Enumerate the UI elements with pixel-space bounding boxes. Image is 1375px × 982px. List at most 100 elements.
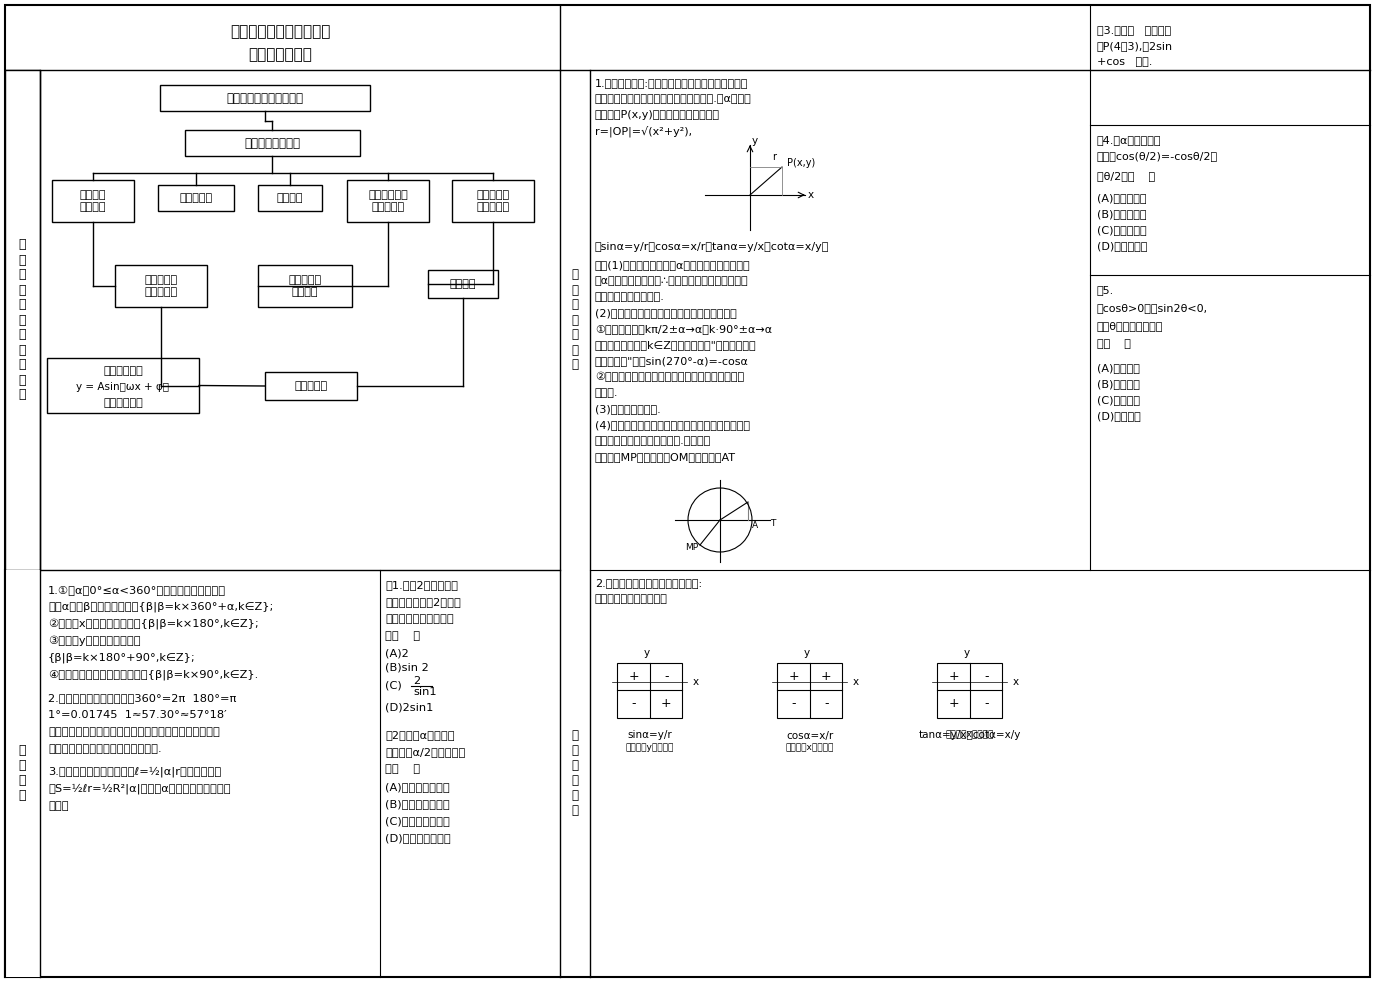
Text: +: +	[949, 697, 958, 710]
Text: 符号看象限"；如sin(270°-α)=-cosα: 符号看象限"；如sin(270°-α)=-cosα	[595, 356, 749, 366]
Text: (B)第二象限: (B)第二象限	[1097, 379, 1140, 389]
Text: 解斜三角形: 解斜三角形	[294, 381, 327, 391]
Text: 种三角函数值的一种图示方法.如单位圆: 种三角函数值的一种图示方法.如单位圆	[595, 436, 711, 446]
Text: +: +	[661, 697, 671, 710]
Bar	[258, 185, 322, 211]
Text: 数关系.: 数关系.	[595, 388, 619, 398]
Text: 角的概念推广（弧度制）: 角的概念推广（弧度制）	[227, 91, 304, 104]
Text: ①诱导公式：即kπ/2±α→α或k·90°±α→α: ①诱导公式：即kπ/2±α→α或k·90°±α→α	[595, 324, 773, 334]
Text: T: T	[770, 519, 776, 528]
Bar	[6, 570, 40, 977]
Text: ③终边在y轴上的角的集合：: ③终边在y轴上的角的集合：	[48, 635, 140, 646]
Text: （横坐标x的符号）: （横坐标x的符号）	[785, 743, 835, 752]
Text: x: x	[1012, 677, 1019, 687]
Bar	[52, 180, 133, 222]
Text: y = Asin（ωx + φ）: y = Asin（ωx + φ）	[77, 382, 169, 392]
Text: {β|β=k×180°+90°,k∈Z};: {β|β=k×180°+90°,k∈Z};	[48, 653, 195, 663]
Text: 任取一点P(x,y)（与原点不重合），记: 任取一点P(x,y)（与原点不重合），记	[595, 110, 720, 120]
Text: 正弦线：MP；余弦线：OM；正切线：AT: 正弦线：MP；余弦线：OM；正切线：AT	[595, 452, 736, 462]
Text: 例1.已知2弧度的圆心: 例1.已知2弧度的圆心	[385, 580, 458, 590]
Text: (C)第三象限角: (C)第三象限角	[1097, 225, 1147, 235]
Text: 3.弧度制下，扇形弧长公式ℓ=½|α|r，扇形面积公: 3.弧度制下，扇形弧长公式ℓ=½|α|r，扇形面积公	[48, 767, 221, 778]
Text: 倍角公式: 倍角公式	[450, 279, 476, 289]
Text: 这个圆心角所对的弧长: 这个圆心角所对的弧长	[385, 614, 454, 624]
Text: 已知三角函
数值求角: 已知三角函 数值求角	[289, 275, 322, 297]
Bar	[186, 130, 360, 156]
Text: 度数。: 度数。	[48, 801, 69, 811]
Text: 各
象
限
角
符
号: 各 象 限 角 符 号	[572, 729, 579, 817]
Text: 2.各象限角的各种三角函数值符号:: 2.各象限角的各种三角函数值符号:	[595, 578, 703, 588]
Text: (C)第一或第三象限: (C)第一或第三象限	[385, 816, 450, 826]
Text: MP: MP	[685, 543, 698, 553]
Text: 则θ/2是（    ）: 则θ/2是（ ）	[1097, 171, 1155, 181]
Bar	[265, 372, 358, 400]
Text: （角α与角β的终边重合）：{β|β=k×360°+α,k∈Z};: （角α与角β的终边重合）：{β|β=k×360°+α,k∈Z};	[48, 602, 274, 612]
Text: y: y	[964, 647, 969, 658]
Text: 角所对的弦长为2，那么: 角所对的弦长为2，那么	[385, 597, 461, 607]
Text: 第四章三角函数: 第四章三角函数	[248, 47, 312, 63]
Text: 任意角的三角函数: 任意角的三角函数	[245, 136, 301, 149]
Text: （纵坐标x的符号）: （纵坐标x的符号）	[946, 731, 994, 739]
Bar	[47, 358, 199, 413]
Text: -: -	[792, 697, 796, 710]
Text: 诱导公式: 诱导公式	[276, 193, 304, 203]
Bar	[116, 265, 208, 307]
Bar	[452, 180, 534, 222]
Text: (2)根据三角函数定义可以推出一些三角公式：: (2)根据三角函数定义可以推出一些三角公式：	[595, 308, 737, 318]
Text: (A)2: (A)2	[385, 648, 408, 658]
Text: (3)重视用定义解题.: (3)重视用定义解题.	[595, 404, 661, 414]
Text: x: x	[808, 190, 814, 200]
Text: (B)第二或第三象限: (B)第二或第三象限	[385, 799, 450, 809]
Text: r: r	[771, 152, 776, 162]
Text: 同角三角函数
的基本关系: 同角三角函数 的基本关系	[368, 191, 408, 212]
Text: +: +	[628, 670, 639, 682]
Text: cosα=x/r: cosα=x/r	[786, 731, 833, 740]
Bar	[428, 270, 498, 298]
Text: (C)第三象限: (C)第三象限	[1097, 395, 1140, 405]
Text: tanα=y/x，cotα=x/y: tanα=y/x，cotα=x/y	[918, 731, 1022, 740]
Text: 1.①与α（0°≤α<360°）终边相同的角的集合: 1.①与α（0°≤α<360°）终边相同的角的集合	[48, 585, 226, 595]
Text: 过P(4，3),求2sin: 过P(4，3),求2sin	[1097, 41, 1173, 51]
Bar	[6, 70, 40, 570]
Text: -: -	[984, 697, 989, 710]
Text: x: x	[693, 677, 698, 687]
Text: r=|OP|=√(x²+y²),: r=|OP|=√(x²+y²),	[595, 126, 692, 136]
Text: ④终边在坐标轴上的角的集合：{β|β=k×90°,k∈Z}.: ④终边在坐标轴上的角的集合：{β|β=k×90°,k∈Z}.	[48, 670, 258, 681]
Text: 角
的
概
念: 角 的 概 念	[18, 744, 26, 802]
Text: 的弧度数为零，熟记特殊角的弧度制.: 的弧度数为零，熟记特殊角的弧度制.	[48, 744, 162, 754]
Text: 例5.: 例5.	[1097, 285, 1114, 295]
Text: +: +	[949, 670, 958, 682]
Text: 例2．已知α为第三象: 例2．已知α为第三象	[385, 730, 455, 740]
Text: (C): (C)	[385, 680, 402, 690]
Text: 1.三角函数定义:利用直角坐标系，可以把直角三角: 1.三角函数定义:利用直角坐标系，可以把直角三角	[595, 78, 748, 88]
Text: 是（    ）: 是（ ）	[1097, 339, 1130, 349]
Bar	[777, 663, 843, 718]
Text: (B)第二象限角: (B)第二象限角	[1097, 209, 1147, 219]
Text: 复合正弦函数: 复合正弦函数	[103, 366, 143, 376]
Text: -: -	[824, 697, 829, 710]
Text: 数学基础知识与典型例题: 数学基础知识与典型例题	[230, 25, 330, 39]
Text: 形中的三角函数推广到任意角的三角函数.在α终边上: 形中的三角函数推广到任意角的三角函数.在α终边上	[595, 94, 752, 104]
Text: y: y	[752, 136, 758, 146]
Text: -: -	[984, 670, 989, 682]
Bar	[160, 85, 370, 111]
Text: (B)sin 2: (B)sin 2	[385, 663, 429, 673]
Text: y: y	[644, 647, 650, 658]
Text: 两角和与差
的三角函数: 两角和与差 的三角函数	[476, 191, 510, 212]
Text: 特殊角的
三角函数: 特殊角的 三角函数	[80, 191, 106, 212]
Text: 2: 2	[412, 676, 421, 686]
Text: (D)第二或第四象限: (D)第二或第四象限	[385, 833, 451, 843]
Text: x: x	[852, 677, 858, 687]
Text: (D)2sin1: (D)2sin1	[385, 703, 433, 713]
Text: 是（    ）: 是（ ）	[385, 764, 421, 774]
Text: (A)第一或第二象限: (A)第一或第二象限	[385, 782, 450, 792]
Text: y: y	[804, 647, 810, 658]
Bar	[346, 180, 429, 222]
Text: (4)三角函数线是通过有向线段直观地表示出角的各: (4)三角函数线是通过有向线段直观地表示出角的各	[595, 420, 749, 430]
Text: P(x,y): P(x,y)	[786, 158, 815, 168]
Text: （纵坐标y的符号）: （纵坐标y的符号）	[626, 743, 674, 752]
Text: 之间函数值关系（k∈Z），其规律是"奇变偶不变，: 之间函数值关系（k∈Z），其规律是"奇变偶不变，	[595, 340, 756, 350]
Text: -: -	[631, 697, 637, 710]
Text: 限角，则α/2所在的象限: 限角，则α/2所在的象限	[385, 747, 465, 757]
Text: (A)第一象限: (A)第一象限	[1097, 363, 1140, 373]
